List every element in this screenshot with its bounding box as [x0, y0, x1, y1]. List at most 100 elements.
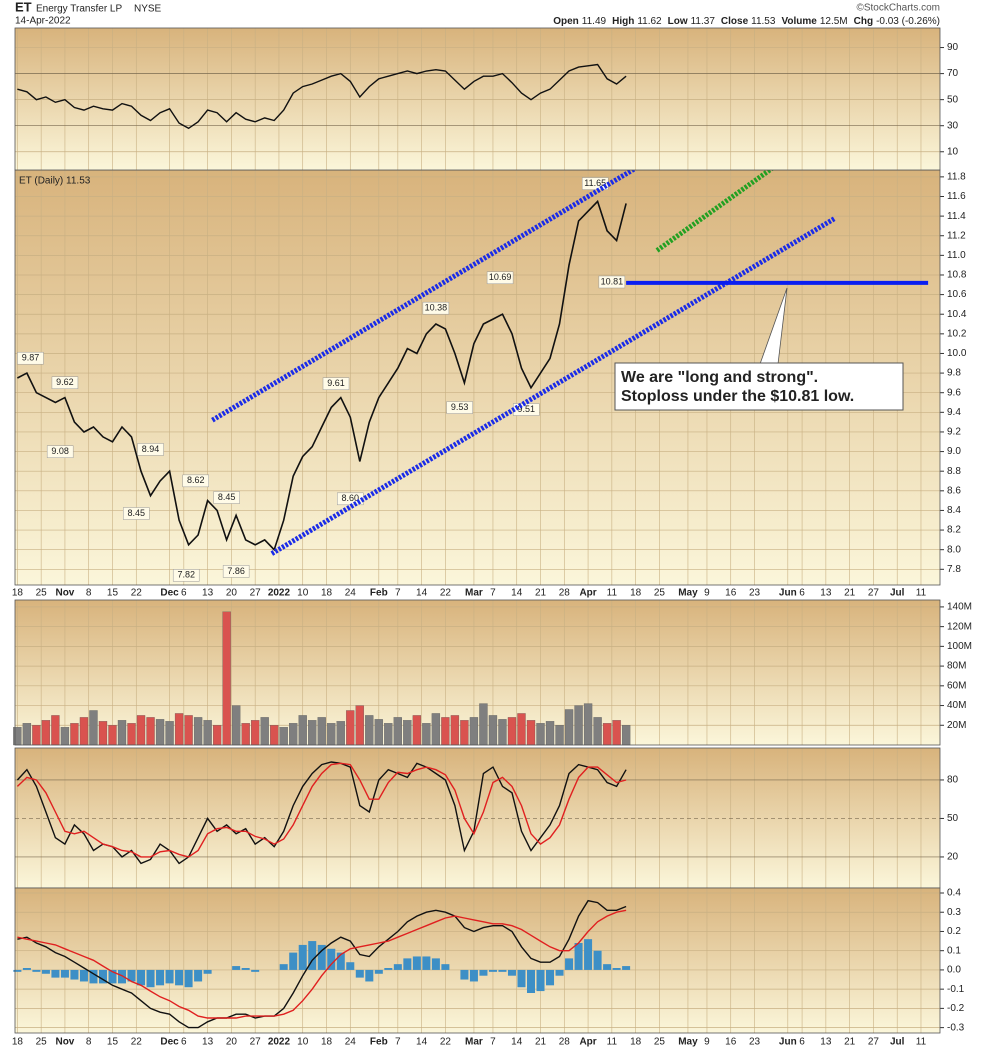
- x-tick-label: Mar: [465, 1037, 483, 1048]
- histogram-bar: [555, 969, 564, 976]
- x-tick-label: 25: [654, 588, 666, 599]
- x-tick-label: 14: [416, 588, 428, 599]
- volume-bar: [184, 715, 193, 746]
- x-tick-label: 13: [820, 1037, 832, 1048]
- volume-bar: [621, 725, 631, 746]
- series-line: [17, 909, 627, 1019]
- x-tick-label: 9: [704, 588, 710, 599]
- x-tick-label: 22: [131, 588, 143, 599]
- y-tick-label: 80M: [947, 661, 966, 672]
- quote-label: Close: [721, 16, 749, 27]
- histogram-bar: [622, 966, 631, 970]
- volume-bar: [327, 723, 336, 746]
- volume-bar: [41, 720, 51, 746]
- panel-background: [15, 28, 940, 170]
- x-tick-label: 9: [704, 1037, 710, 1048]
- volume-bar: [136, 715, 146, 746]
- y-tick-label: 0.0: [947, 965, 961, 976]
- volume-bar: [526, 720, 536, 746]
- y-tick-label: 140M: [947, 602, 972, 613]
- price-label-box: [123, 507, 150, 520]
- histogram-bar: [374, 969, 383, 974]
- x-tick-label: Nov: [55, 1037, 74, 1048]
- volume-bar: [165, 721, 174, 746]
- price-label: 11.65: [584, 178, 606, 188]
- x-tick-label: 18: [12, 1037, 24, 1048]
- series-line: [17, 899, 627, 1029]
- y-tick-label: -0.2: [947, 1003, 965, 1014]
- y-tick-label: 0.2: [947, 926, 961, 937]
- y-tick-label: 11.6: [947, 191, 966, 202]
- histogram-bar: [79, 969, 88, 982]
- volume-bar: [108, 725, 117, 746]
- volume-bar: [317, 717, 326, 746]
- y-tick-label: 10.6: [947, 289, 967, 300]
- price-label: 9.61: [327, 378, 345, 388]
- histogram-bar: [175, 969, 184, 986]
- histogram-bar: [146, 969, 155, 988]
- series-label: ET (Daily) 11.53: [19, 176, 91, 187]
- x-tick-label: 6: [181, 1037, 187, 1048]
- x-tick-label: 8: [86, 588, 92, 599]
- trend-line: [270, 215, 837, 556]
- panel-frame: [14, 599, 941, 746]
- panel-frame: [14, 887, 941, 1034]
- volume-bar: [79, 717, 89, 746]
- histogram-bar: [431, 958, 440, 970]
- quote-value: 11.62: [637, 16, 662, 27]
- volume-bar: [498, 719, 507, 746]
- histogram-bar: [574, 943, 583, 970]
- volume-bar: [612, 720, 621, 746]
- volume-bar: [174, 713, 184, 746]
- price-label-box: [182, 474, 209, 488]
- x-tick-label: 16: [725, 588, 737, 599]
- x-tick-label: 13: [820, 588, 832, 599]
- price-label: 8.62: [187, 475, 205, 485]
- histogram-bar: [546, 969, 555, 986]
- histogram-bar: [51, 969, 60, 978]
- volume-bar: [270, 725, 279, 746]
- volume-bar: [32, 725, 41, 746]
- x-tick-label: 2022: [268, 1037, 291, 1048]
- volume-bar: [507, 717, 517, 746]
- y-tick-label: 11.0: [947, 250, 966, 261]
- header: ET Energy Transfer LP NYSE 14-Apr-2022 O…: [15, 0, 940, 27]
- y-tick-label: -0.1: [947, 984, 965, 995]
- x-tick-label: 27: [250, 1037, 262, 1048]
- date: 14-Apr-2022: [15, 16, 71, 27]
- y-tick-label: 0.3: [947, 907, 961, 918]
- volume-bar: [441, 717, 450, 746]
- y-tick-label: 50: [947, 94, 959, 105]
- price-label: 7.86: [227, 566, 245, 576]
- histogram-bar: [612, 968, 621, 970]
- histogram-bar: [203, 969, 212, 974]
- histogram-bar: [251, 969, 260, 972]
- price-label-box: [446, 401, 473, 414]
- histogram-bar: [70, 969, 79, 980]
- panels: 7.8 8.0 8.2 8.4 8.6 8.8 9.0 9.2 9.4 9.6 9.8 10.0 10.…: [12, 27, 972, 1048]
- histogram-bar: [89, 969, 98, 984]
- histogram-bar: [403, 958, 412, 970]
- price-label: 8.45: [128, 508, 146, 518]
- x-tick-label: Apr: [579, 588, 596, 599]
- volume-bar: [117, 720, 127, 746]
- volume-bar: [231, 705, 241, 746]
- x-tick-label: Dec: [160, 1037, 179, 1048]
- histogram-bar: [488, 969, 497, 972]
- x-tick-label: May: [678, 588, 698, 599]
- x-tick-label: 21: [535, 1037, 547, 1048]
- callout-text: Stoploss under the $10.81 low.: [621, 388, 854, 405]
- volume-bar: [374, 719, 383, 746]
- histogram-bar: [41, 969, 50, 974]
- price-label-box: [137, 443, 164, 456]
- volume-bar: [574, 705, 583, 746]
- quote-value: 11.37: [691, 16, 716, 27]
- x-tick-label: 18: [321, 588, 333, 599]
- price-label: 10.81: [601, 276, 624, 286]
- series-line: [16, 761, 627, 865]
- histogram-bar: [593, 950, 602, 970]
- x-tick-label: May: [678, 1037, 698, 1048]
- histogram-bar: [194, 969, 203, 982]
- volume-bar: [346, 710, 355, 746]
